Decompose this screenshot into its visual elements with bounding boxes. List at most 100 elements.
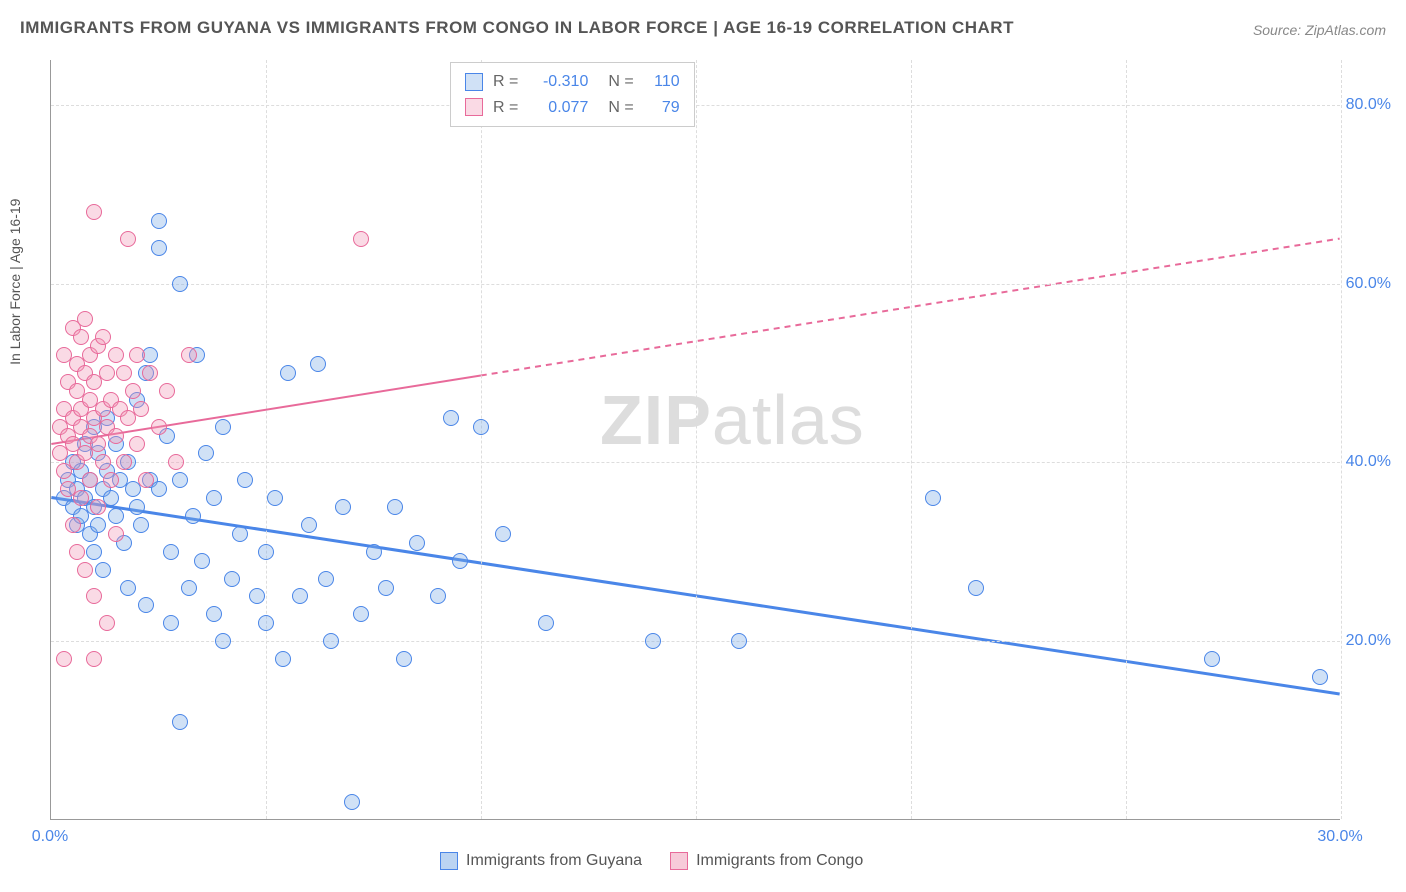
data-point: [181, 580, 197, 596]
data-point: [151, 240, 167, 256]
data-point: [968, 580, 984, 596]
legend-swatch: [670, 852, 688, 870]
gridline-v: [911, 60, 912, 819]
data-point: [86, 588, 102, 604]
data-point: [452, 553, 468, 569]
legend-row: R =0.077N =79: [465, 95, 680, 121]
data-point: [138, 597, 154, 613]
data-point: [292, 588, 308, 604]
data-point: [77, 311, 93, 327]
data-point: [215, 419, 231, 435]
data-point: [95, 329, 111, 345]
data-point: [258, 544, 274, 560]
data-point: [138, 472, 154, 488]
correlation-legend: R =-0.310N =110R =0.077N =79: [450, 62, 695, 127]
data-point: [163, 544, 179, 560]
data-point: [163, 615, 179, 631]
data-point: [224, 571, 240, 587]
data-point: [86, 204, 102, 220]
data-point: [151, 419, 167, 435]
data-point: [73, 329, 89, 345]
data-point: [90, 517, 106, 533]
data-point: [108, 428, 124, 444]
data-point: [108, 508, 124, 524]
data-point: [133, 517, 149, 533]
n-value: 110: [644, 69, 680, 95]
data-point: [99, 615, 115, 631]
legend-label: Immigrants from Guyana: [466, 852, 642, 870]
data-point: [198, 445, 214, 461]
data-point: [387, 499, 403, 515]
data-point: [232, 526, 248, 542]
data-point: [538, 615, 554, 631]
y-axis-label: In Labor Force | Age 16-19: [7, 199, 23, 365]
r-label: R =: [493, 69, 518, 95]
data-point: [56, 651, 72, 667]
data-point: [90, 436, 106, 452]
data-point: [366, 544, 382, 560]
data-point: [73, 490, 89, 506]
data-point: [430, 588, 446, 604]
data-point: [120, 580, 136, 596]
data-point: [280, 365, 296, 381]
data-point: [151, 213, 167, 229]
data-point: [86, 651, 102, 667]
n-label: N =: [608, 69, 633, 95]
gridline-v: [1341, 60, 1342, 819]
data-point: [125, 383, 141, 399]
legend-swatch: [465, 73, 483, 91]
data-point: [275, 651, 291, 667]
data-point: [495, 526, 511, 542]
x-tick-label: 0.0%: [32, 828, 68, 846]
data-point: [409, 535, 425, 551]
data-point: [443, 410, 459, 426]
data-point: [108, 526, 124, 542]
x-tick-label: 30.0%: [1317, 828, 1362, 846]
data-point: [925, 490, 941, 506]
y-tick-label: 40.0%: [1346, 453, 1391, 471]
data-point: [159, 383, 175, 399]
legend-row: R =-0.310N =110: [465, 69, 680, 95]
data-point: [82, 472, 98, 488]
data-point: [86, 544, 102, 560]
data-point: [335, 499, 351, 515]
r-value: 0.077: [528, 95, 588, 121]
data-point: [129, 436, 145, 452]
data-point: [181, 347, 197, 363]
data-point: [77, 562, 93, 578]
y-tick-label: 20.0%: [1346, 632, 1391, 650]
data-point: [206, 490, 222, 506]
data-point: [353, 606, 369, 622]
data-point: [185, 508, 201, 524]
series-legend: Immigrants from Guyana Immigrants from Co…: [440, 852, 863, 870]
data-point: [215, 633, 231, 649]
data-point: [645, 633, 661, 649]
data-point: [1204, 651, 1220, 667]
data-point: [65, 517, 81, 533]
source-label: Source: ZipAtlas.com: [1253, 22, 1386, 38]
data-point: [172, 472, 188, 488]
data-point: [258, 615, 274, 631]
data-point: [249, 588, 265, 604]
data-point: [69, 544, 85, 560]
data-point: [120, 231, 136, 247]
data-point: [172, 276, 188, 292]
data-point: [116, 454, 132, 470]
data-point: [267, 490, 283, 506]
y-tick-label: 60.0%: [1346, 275, 1391, 293]
data-point: [194, 553, 210, 569]
data-point: [108, 347, 124, 363]
data-point: [151, 481, 167, 497]
n-label: N =: [608, 95, 633, 121]
legend-item: Immigrants from Congo: [670, 852, 863, 870]
legend-swatch: [465, 98, 483, 116]
legend-item: Immigrants from Guyana: [440, 852, 642, 870]
data-point: [237, 472, 253, 488]
data-point: [95, 454, 111, 470]
data-point: [116, 365, 132, 381]
data-point: [318, 571, 334, 587]
data-point: [172, 714, 188, 730]
plot-area: [50, 60, 1340, 820]
data-point: [344, 794, 360, 810]
data-point: [301, 517, 317, 533]
